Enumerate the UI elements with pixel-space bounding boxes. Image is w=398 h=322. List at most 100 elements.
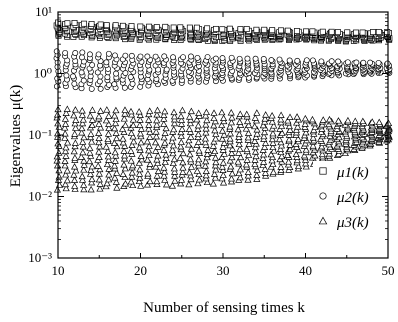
mu3-point xyxy=(308,115,317,123)
mu3-point xyxy=(62,143,70,151)
mu3-point xyxy=(242,125,250,132)
mu3-point xyxy=(244,176,252,183)
mu3-point xyxy=(285,122,293,130)
mu3-point xyxy=(136,129,145,137)
mu3-point xyxy=(228,153,236,161)
mu3-point xyxy=(71,182,79,189)
mu3-point xyxy=(244,171,252,179)
mu1-point xyxy=(293,28,300,34)
mu3-point xyxy=(102,116,110,124)
mu3-point xyxy=(161,107,169,115)
mu3-point xyxy=(128,173,136,180)
mu3-point xyxy=(154,152,162,159)
mu3-point xyxy=(113,142,121,150)
mu3-point xyxy=(242,160,250,168)
mu3-point xyxy=(79,116,87,123)
mu3-point xyxy=(178,125,186,132)
mu3-point xyxy=(119,135,127,142)
mu3-point xyxy=(160,120,168,127)
mu3-point xyxy=(302,159,310,167)
mu2-point xyxy=(228,54,235,61)
y-tick-label: 10⁻² xyxy=(28,189,52,204)
mu2-point xyxy=(375,59,382,66)
mu3-point xyxy=(162,151,170,158)
mu3-point xyxy=(195,155,203,163)
mu3-point xyxy=(168,137,176,145)
mu3-point xyxy=(228,169,236,177)
mu2-point xyxy=(80,77,87,84)
mu1-point xyxy=(128,23,135,30)
mu1-point xyxy=(213,25,219,32)
mu3-point xyxy=(220,117,228,125)
mu3-point xyxy=(136,121,144,128)
mu3-point xyxy=(78,129,86,136)
mu3-point xyxy=(284,116,292,124)
mu3-point xyxy=(136,116,144,123)
mu3-point xyxy=(121,121,130,128)
mu3-point xyxy=(70,171,78,178)
mu1-point xyxy=(219,26,226,33)
mu3-point xyxy=(121,164,129,172)
mu3-point xyxy=(202,128,210,136)
mu3-point xyxy=(177,179,185,187)
mu3-point xyxy=(103,160,111,168)
mu3-point xyxy=(120,151,129,159)
mu3-point xyxy=(193,167,201,174)
mu3-point xyxy=(95,134,103,141)
mu2-point xyxy=(53,83,60,90)
mu3-point xyxy=(102,143,110,150)
mu2-point xyxy=(88,85,95,92)
mu3-point xyxy=(220,139,228,146)
mu3-point xyxy=(260,128,269,136)
mu3-point xyxy=(351,117,359,124)
mu3-point xyxy=(136,111,144,119)
mu2-point xyxy=(94,69,101,76)
mu3-point xyxy=(211,147,219,155)
mu3-point xyxy=(110,162,119,169)
mu3-point xyxy=(135,177,143,185)
mu3-point xyxy=(276,145,285,152)
mu3-point xyxy=(135,159,143,166)
mu3-point xyxy=(251,122,259,130)
mu3-point xyxy=(226,135,234,142)
mu3-point xyxy=(160,111,168,118)
mu3-point xyxy=(120,147,128,154)
mu3-point xyxy=(103,106,111,113)
mu3-point xyxy=(104,147,112,154)
mu2-point xyxy=(260,56,267,62)
mu2-point xyxy=(122,70,129,76)
mu3-point xyxy=(146,177,154,185)
y-tick-label: 10⁻¹ xyxy=(28,127,52,142)
mu3-point xyxy=(78,107,86,114)
mu3-point xyxy=(187,133,195,140)
mu2-point xyxy=(79,49,86,56)
mu1-point xyxy=(243,26,250,32)
mu1-point xyxy=(253,26,260,33)
mu2-point xyxy=(328,58,335,65)
mu3-point xyxy=(136,165,144,173)
mu2-point xyxy=(367,59,374,66)
mu3-point xyxy=(212,158,220,166)
mu1-point xyxy=(328,28,335,35)
mu3-point xyxy=(170,115,179,123)
mu1-point xyxy=(88,21,95,27)
mu2-point xyxy=(137,53,144,60)
mu2-point xyxy=(86,51,93,58)
mu3-point xyxy=(129,161,137,169)
mu3-point xyxy=(143,156,152,163)
mu1-point xyxy=(170,24,177,31)
mu3-point xyxy=(63,167,71,174)
mu3-point xyxy=(344,116,352,124)
mu3-point xyxy=(111,148,119,156)
mu1-point xyxy=(119,22,126,29)
mu3-point xyxy=(251,160,259,167)
mu3-point xyxy=(111,111,119,119)
mu3-point xyxy=(204,146,212,153)
mu2-point xyxy=(268,57,275,64)
mu3-point xyxy=(79,148,87,156)
legend-marker xyxy=(319,167,327,175)
mu3-point xyxy=(195,170,203,178)
mu2-point xyxy=(219,55,226,62)
mu3-point xyxy=(311,151,319,159)
mu3-point xyxy=(253,175,261,182)
